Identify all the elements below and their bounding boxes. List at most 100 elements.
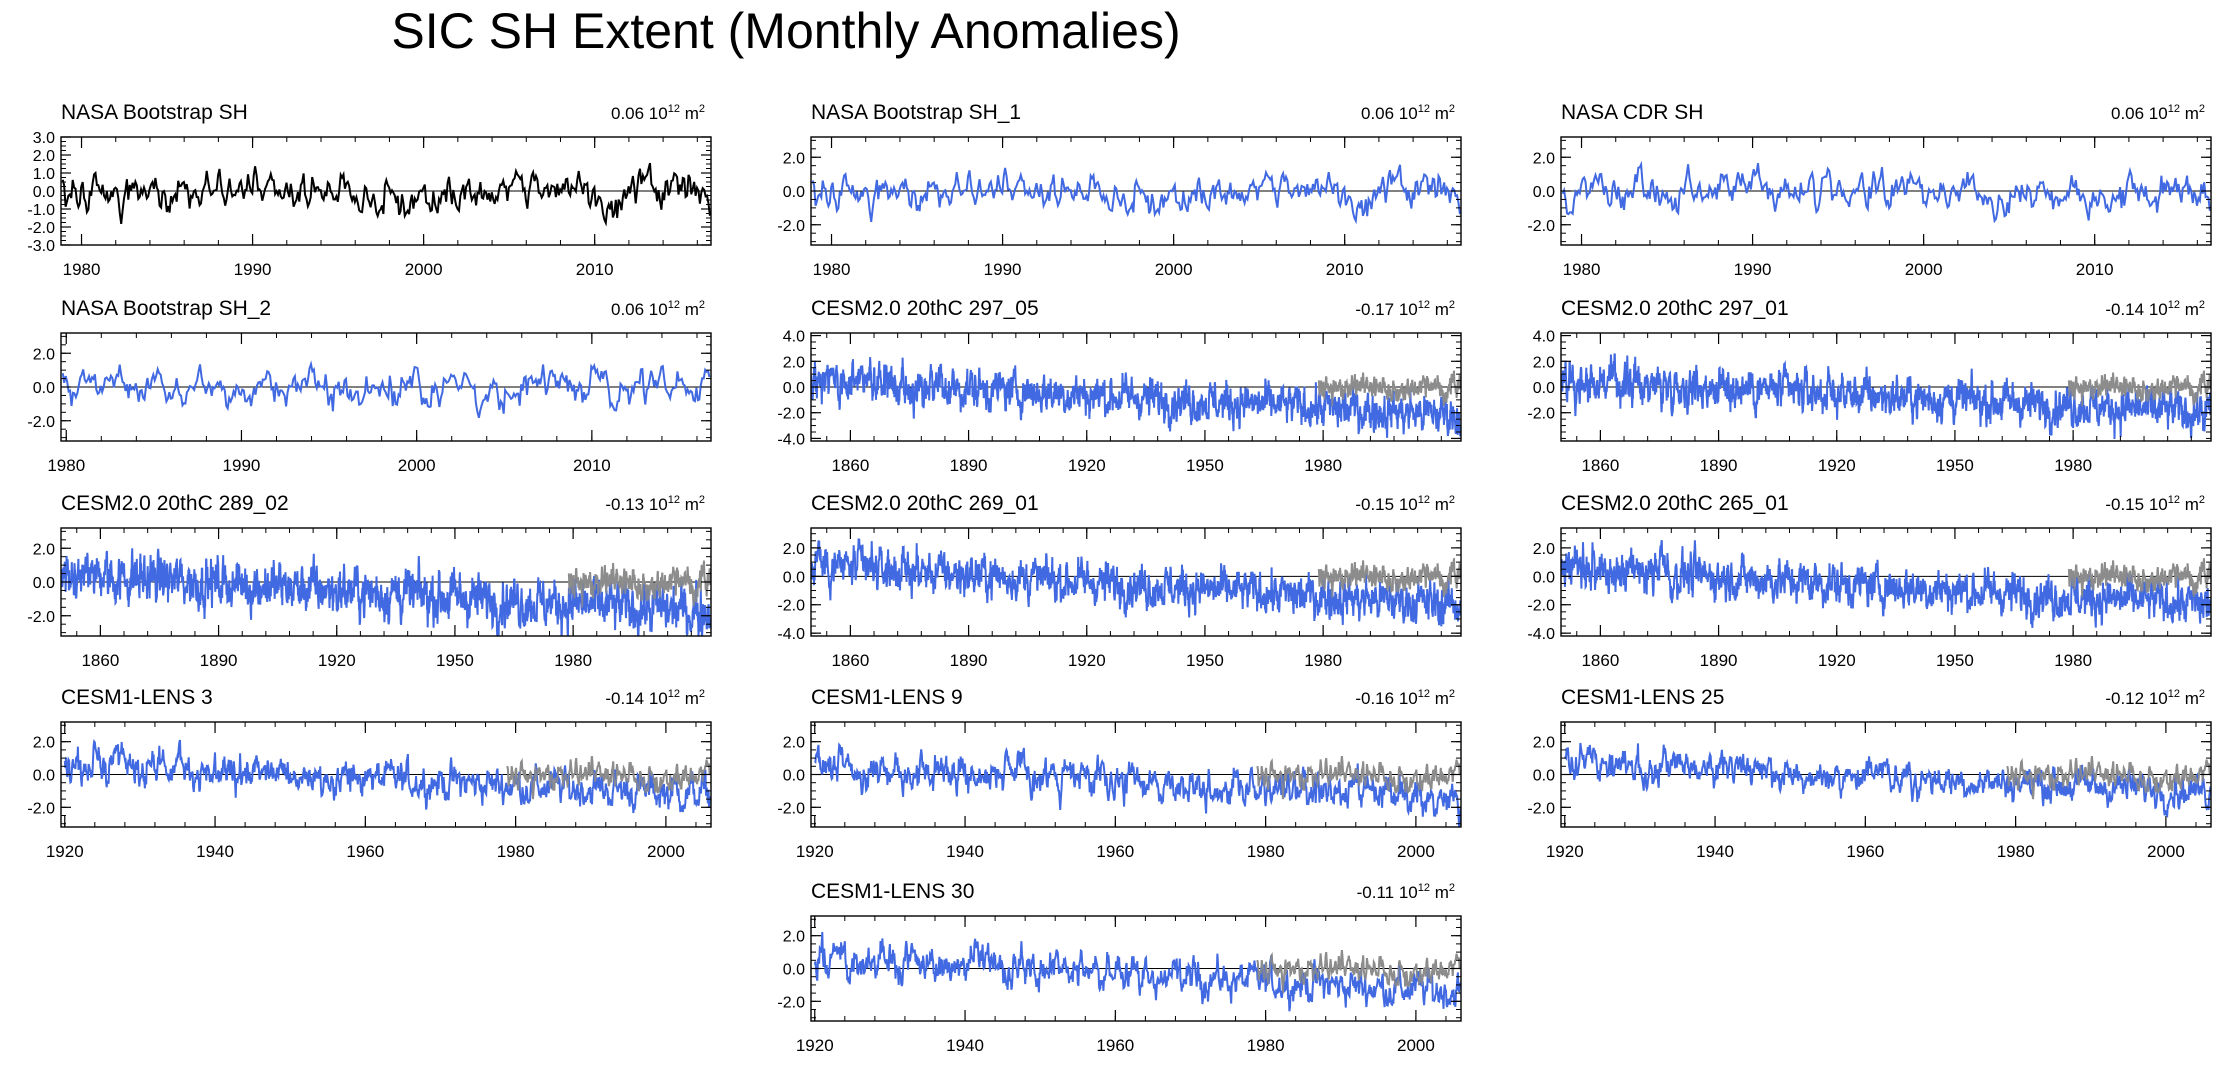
x-tick-label: 2000 (405, 260, 443, 279)
trend-label: -0.12 1012 m2 (2105, 688, 2205, 708)
panel-12: CESM1-LENS 25 -0.12 1012 m2 2.0 0.0 -2.0 1920… (1527, 686, 2212, 861)
x-tick-label: 1980 (1304, 651, 1342, 670)
y-tick-label: 2.0 (783, 150, 805, 167)
x-tick-label: 1950 (1186, 651, 1224, 670)
x-tick-label: 1890 (1700, 651, 1738, 670)
x-tick-label: 1980 (1304, 456, 1342, 475)
x-tick-label: 1920 (318, 651, 356, 670)
x-tick-label: 1980 (1247, 842, 1285, 861)
x-tick-label: 1990 (1734, 260, 1772, 279)
y-tick-label: 0.0 (783, 962, 805, 979)
panel-10: CESM1-LENS 3 -0.14 1012 m2 2.0 0.0 -2.0 1920 1… (27, 686, 712, 861)
x-tick-label: 2000 (1905, 260, 1943, 279)
panel-5: CESM2.0 20thC 297_05 -0.17 1012 m2 4.0 2.0 0… (777, 297, 1462, 475)
trend-label: 0.06 1012 m2 (611, 103, 705, 123)
x-tick-label: 2010 (573, 456, 611, 475)
obs-series-line-top (2068, 558, 2211, 598)
x-tick-label: 1890 (200, 651, 238, 670)
plot-frame (1560, 527, 2212, 637)
x-tick-label: 1980 (1247, 1036, 1285, 1055)
x-tick-label: 1950 (1936, 651, 1974, 670)
x-tick-label: 1990 (234, 260, 272, 279)
panel-title: CESM1-LENS 25 (1561, 686, 1724, 709)
series-line (811, 164, 1461, 225)
panel-7: CESM2.0 20thC 289_02 -0.13 1012 m2 2.0 0.0 -… (27, 492, 712, 670)
series-line (1563, 742, 2211, 819)
panel-title: CESM1-LENS 3 (61, 686, 213, 709)
y-tick-label: 2.0 (783, 735, 805, 752)
series-line (61, 548, 711, 636)
x-tick-label: 1980 (554, 651, 592, 670)
y-tick-label: 4.0 (783, 329, 805, 346)
y-tick-label: 4.0 (1533, 329, 1555, 346)
y-tick-label: 0.0 (1533, 569, 1555, 586)
x-tick-label: 1890 (950, 456, 988, 475)
y-tick-label: -2.0 (27, 609, 55, 626)
y-tick-label: -2.0 (27, 414, 55, 431)
x-tick-label: 1920 (1546, 842, 1584, 861)
series-line (61, 162, 711, 227)
x-tick-label: 2000 (647, 842, 685, 861)
panel-title: NASA Bootstrap SH_1 (811, 101, 1021, 124)
series-line (813, 931, 1461, 1012)
trend-label: -0.15 1012 m2 (1355, 494, 1455, 514)
panel-title: CESM2.0 20thC 269_01 (811, 492, 1039, 515)
y-tick-label: 2.0 (33, 735, 55, 752)
plot-frame (810, 527, 1462, 637)
x-tick-label: 1980 (813, 260, 851, 279)
x-tick-label: 1860 (1581, 456, 1619, 475)
panel-title: CESM1-LENS 30 (811, 880, 974, 903)
y-tick-label: 2.0 (783, 541, 805, 558)
x-tick-label: 1990 (984, 260, 1022, 279)
y-tick-label: -2.0 (777, 994, 805, 1011)
trend-label: -0.11 1012 m2 (1357, 882, 1455, 902)
trend-label: -0.13 1012 m2 (605, 494, 705, 514)
obs-series-line-top (2068, 370, 2211, 407)
y-tick-label: 0.0 (783, 380, 805, 397)
y-tick-label: -2.0 (777, 800, 805, 817)
x-tick-label: 2010 (576, 260, 614, 279)
x-tick-label: 2010 (1326, 260, 1364, 279)
x-tick-label: 1920 (1068, 651, 1106, 670)
panel-6: CESM2.0 20thC 297_01 -0.14 1012 m2 4.0 2.0 0… (1527, 297, 2212, 475)
x-tick-label: 1890 (1700, 456, 1738, 475)
y-tick-label: -4.0 (777, 431, 805, 448)
trend-label: 0.06 1012 m2 (2111, 103, 2205, 123)
x-tick-label: 1950 (1936, 456, 1974, 475)
y-tick-label: 3.0 (33, 130, 55, 147)
trend-label: -0.17 1012 m2 (1355, 299, 1455, 319)
x-tick-label: 1950 (1186, 456, 1224, 475)
obs-series-line-top (1256, 756, 1461, 800)
trend-label: -0.14 1012 m2 (2105, 299, 2205, 319)
x-tick-label: 2000 (1155, 260, 1193, 279)
panel-title: NASA CDR SH (1561, 101, 1703, 124)
y-tick-label: -1.0 (27, 202, 55, 219)
series-line (811, 538, 1461, 627)
x-tick-label: 1950 (436, 651, 474, 670)
y-tick-label: 0.0 (33, 380, 55, 397)
y-tick-label: 2.0 (1533, 735, 1555, 752)
y-tick-label: 2.0 (33, 148, 55, 165)
x-tick-label: 1990 (223, 456, 261, 475)
obs-series-line-top (1318, 370, 1461, 407)
x-tick-label: 1940 (196, 842, 234, 861)
y-tick-label: 0.0 (783, 569, 805, 586)
panel-13: CESM1-LENS 30 -0.11 1012 m2 2.0 0.0 -2.0 1920… (777, 880, 1462, 1055)
trend-label: -0.16 1012 m2 (1355, 688, 1455, 708)
x-tick-label: 1920 (46, 842, 84, 861)
x-tick-label: 1940 (946, 842, 984, 861)
x-tick-label: 2000 (2147, 842, 2185, 861)
figure-title: SIC SH Extent (Monthly Anomalies) (391, 3, 1181, 59)
x-tick-label: 1860 (81, 651, 119, 670)
panel-3: NASA CDR SH 0.06 1012 m2 2.0 0.0 -2.0 1980 199… (1527, 101, 2212, 279)
trend-label: 0.06 1012 m2 (611, 299, 705, 319)
y-tick-label: 0.0 (783, 768, 805, 785)
series-line (1561, 160, 2211, 224)
y-tick-label: -2.0 (1527, 406, 1555, 423)
panel-title: CESM2.0 20thC 297_05 (811, 297, 1039, 320)
panel-2: NASA Bootstrap SH_1 0.06 1012 m2 2.0 0.0 -2.… (777, 101, 1462, 279)
series-line (1561, 539, 2211, 628)
y-tick-label: 2.0 (1533, 541, 1555, 558)
obs-series-line-top (2006, 756, 2211, 800)
